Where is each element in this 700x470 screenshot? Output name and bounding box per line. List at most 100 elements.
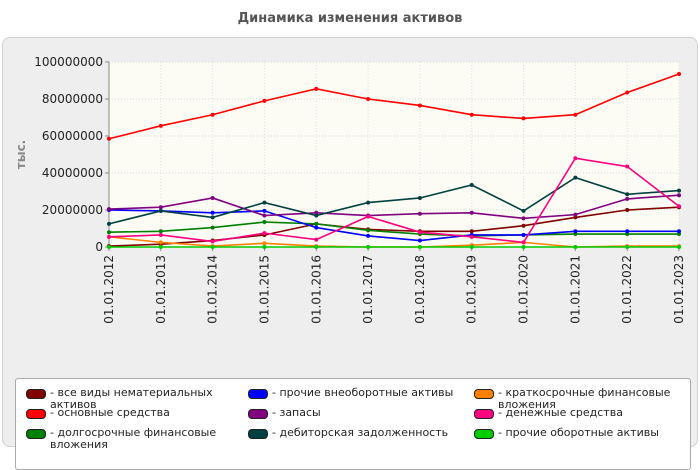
data-point <box>573 175 578 180</box>
data-point <box>625 192 630 197</box>
data-point <box>573 215 578 220</box>
x-tick-label: 01.01.2018 <box>413 255 427 324</box>
data-point <box>366 214 371 219</box>
legend-label: - прочие внеоборотные активы <box>272 386 454 399</box>
data-point <box>625 164 630 169</box>
legend-swatch <box>248 409 268 419</box>
y-tick-label: 40000000 <box>42 166 103 180</box>
data-point <box>417 230 422 235</box>
data-point <box>521 116 526 121</box>
data-point <box>314 237 319 242</box>
legend-swatch <box>474 409 494 419</box>
x-tick-label: 01.01.2019 <box>465 255 479 324</box>
data-point <box>521 216 526 221</box>
chart-panel: 0 20000000 40000000 60000000 80000000 1000000… <box>2 37 698 470</box>
data-point <box>107 234 111 239</box>
y-axis-label: тыс. <box>14 140 28 169</box>
legend-item: - краткосрочные финансовые вложения <box>474 387 684 411</box>
data-point <box>210 239 215 244</box>
data-point <box>573 232 578 237</box>
x-tick-label: 01.01.2014 <box>206 255 220 324</box>
data-point <box>625 245 630 249</box>
data-point <box>417 245 422 249</box>
data-point <box>469 245 474 249</box>
data-point <box>521 240 526 245</box>
data-point <box>262 98 267 103</box>
data-point <box>158 229 163 234</box>
legend-swatch <box>26 409 46 419</box>
legend-swatch <box>26 429 46 439</box>
y-tick-label: 80000000 <box>42 92 103 106</box>
data-point <box>210 210 215 215</box>
data-point <box>158 123 163 128</box>
series-line-6 <box>108 176 680 225</box>
data-point <box>417 195 422 200</box>
legend-item: - все виды нематериальных активов <box>26 387 236 411</box>
x-tick-label: 01.01.2012 <box>102 255 116 324</box>
legend-label: - денежные средства <box>498 406 623 419</box>
legend-swatch <box>248 429 268 439</box>
chart-plot: 0 20000000 40000000 60000000 80000000 1000000… <box>14 55 686 324</box>
data-point <box>677 72 681 77</box>
data-point <box>677 229 681 234</box>
data-point <box>625 90 630 95</box>
legend-item: - денежные средства <box>474 407 684 419</box>
data-point <box>366 228 371 233</box>
data-point <box>210 245 215 249</box>
data-point <box>573 245 578 249</box>
data-point <box>573 156 578 161</box>
y-tick-label: 60000000 <box>42 129 103 143</box>
data-point <box>417 211 422 216</box>
data-point <box>262 245 267 249</box>
legend-item: - дебиторская задолженность <box>248 427 463 439</box>
page: Динамика изменения активов 0 20000000 4000… <box>2 11 698 470</box>
data-point <box>107 207 111 212</box>
legend-item: - долгосрочные финансовые вложения <box>26 427 236 451</box>
data-point <box>262 200 267 205</box>
chart-legend: - все виды нематериальных активов - основ… <box>15 378 691 470</box>
legend-label: - прочие оборотные активы <box>498 426 659 439</box>
y-tick-label: 20000000 <box>42 203 103 217</box>
data-point <box>573 212 578 217</box>
data-point <box>625 229 630 234</box>
chart-title: Динамика изменения активов <box>237 11 463 26</box>
x-tick-label: 01.01.2015 <box>257 255 271 324</box>
data-point <box>158 208 163 213</box>
data-point <box>210 225 215 230</box>
data-point <box>314 213 319 218</box>
data-point <box>625 208 630 212</box>
data-point <box>625 196 630 201</box>
series-line-5 <box>108 194 680 220</box>
x-tick-label: 01.01.2017 <box>361 255 375 324</box>
plot-area <box>109 62 679 247</box>
legend-label: - краткосрочные финансовые вложения <box>498 386 671 411</box>
x-tick-label: 01.01.2016 <box>309 255 323 324</box>
data-point <box>158 240 163 245</box>
data-point <box>521 245 526 249</box>
data-point <box>314 245 319 249</box>
data-point <box>262 213 267 218</box>
legend-swatch <box>248 389 268 399</box>
x-tick-label: 01.01.2013 <box>154 255 168 324</box>
x-tick-label: 01.01.2022 <box>620 255 634 324</box>
data-point <box>677 188 681 193</box>
data-point <box>677 232 681 237</box>
legend-label: - долгосрочные финансовые вложения <box>50 426 217 451</box>
data-point <box>158 232 163 237</box>
data-point <box>366 245 371 249</box>
data-point <box>417 238 422 243</box>
legend-label: - дебиторская задолженность <box>272 426 449 439</box>
data-point <box>366 233 371 238</box>
data-point <box>521 232 526 237</box>
x-tick-label: 01.01.2023 <box>672 255 686 324</box>
data-point <box>677 193 681 198</box>
data-point <box>107 136 111 141</box>
data-point <box>417 103 422 108</box>
series-line-2 <box>108 73 680 140</box>
data-point <box>677 204 681 209</box>
data-point <box>469 234 474 239</box>
data-point <box>262 220 267 225</box>
data-point <box>469 210 474 215</box>
data-point <box>314 86 319 91</box>
legend-item: - основные средства <box>26 407 236 419</box>
